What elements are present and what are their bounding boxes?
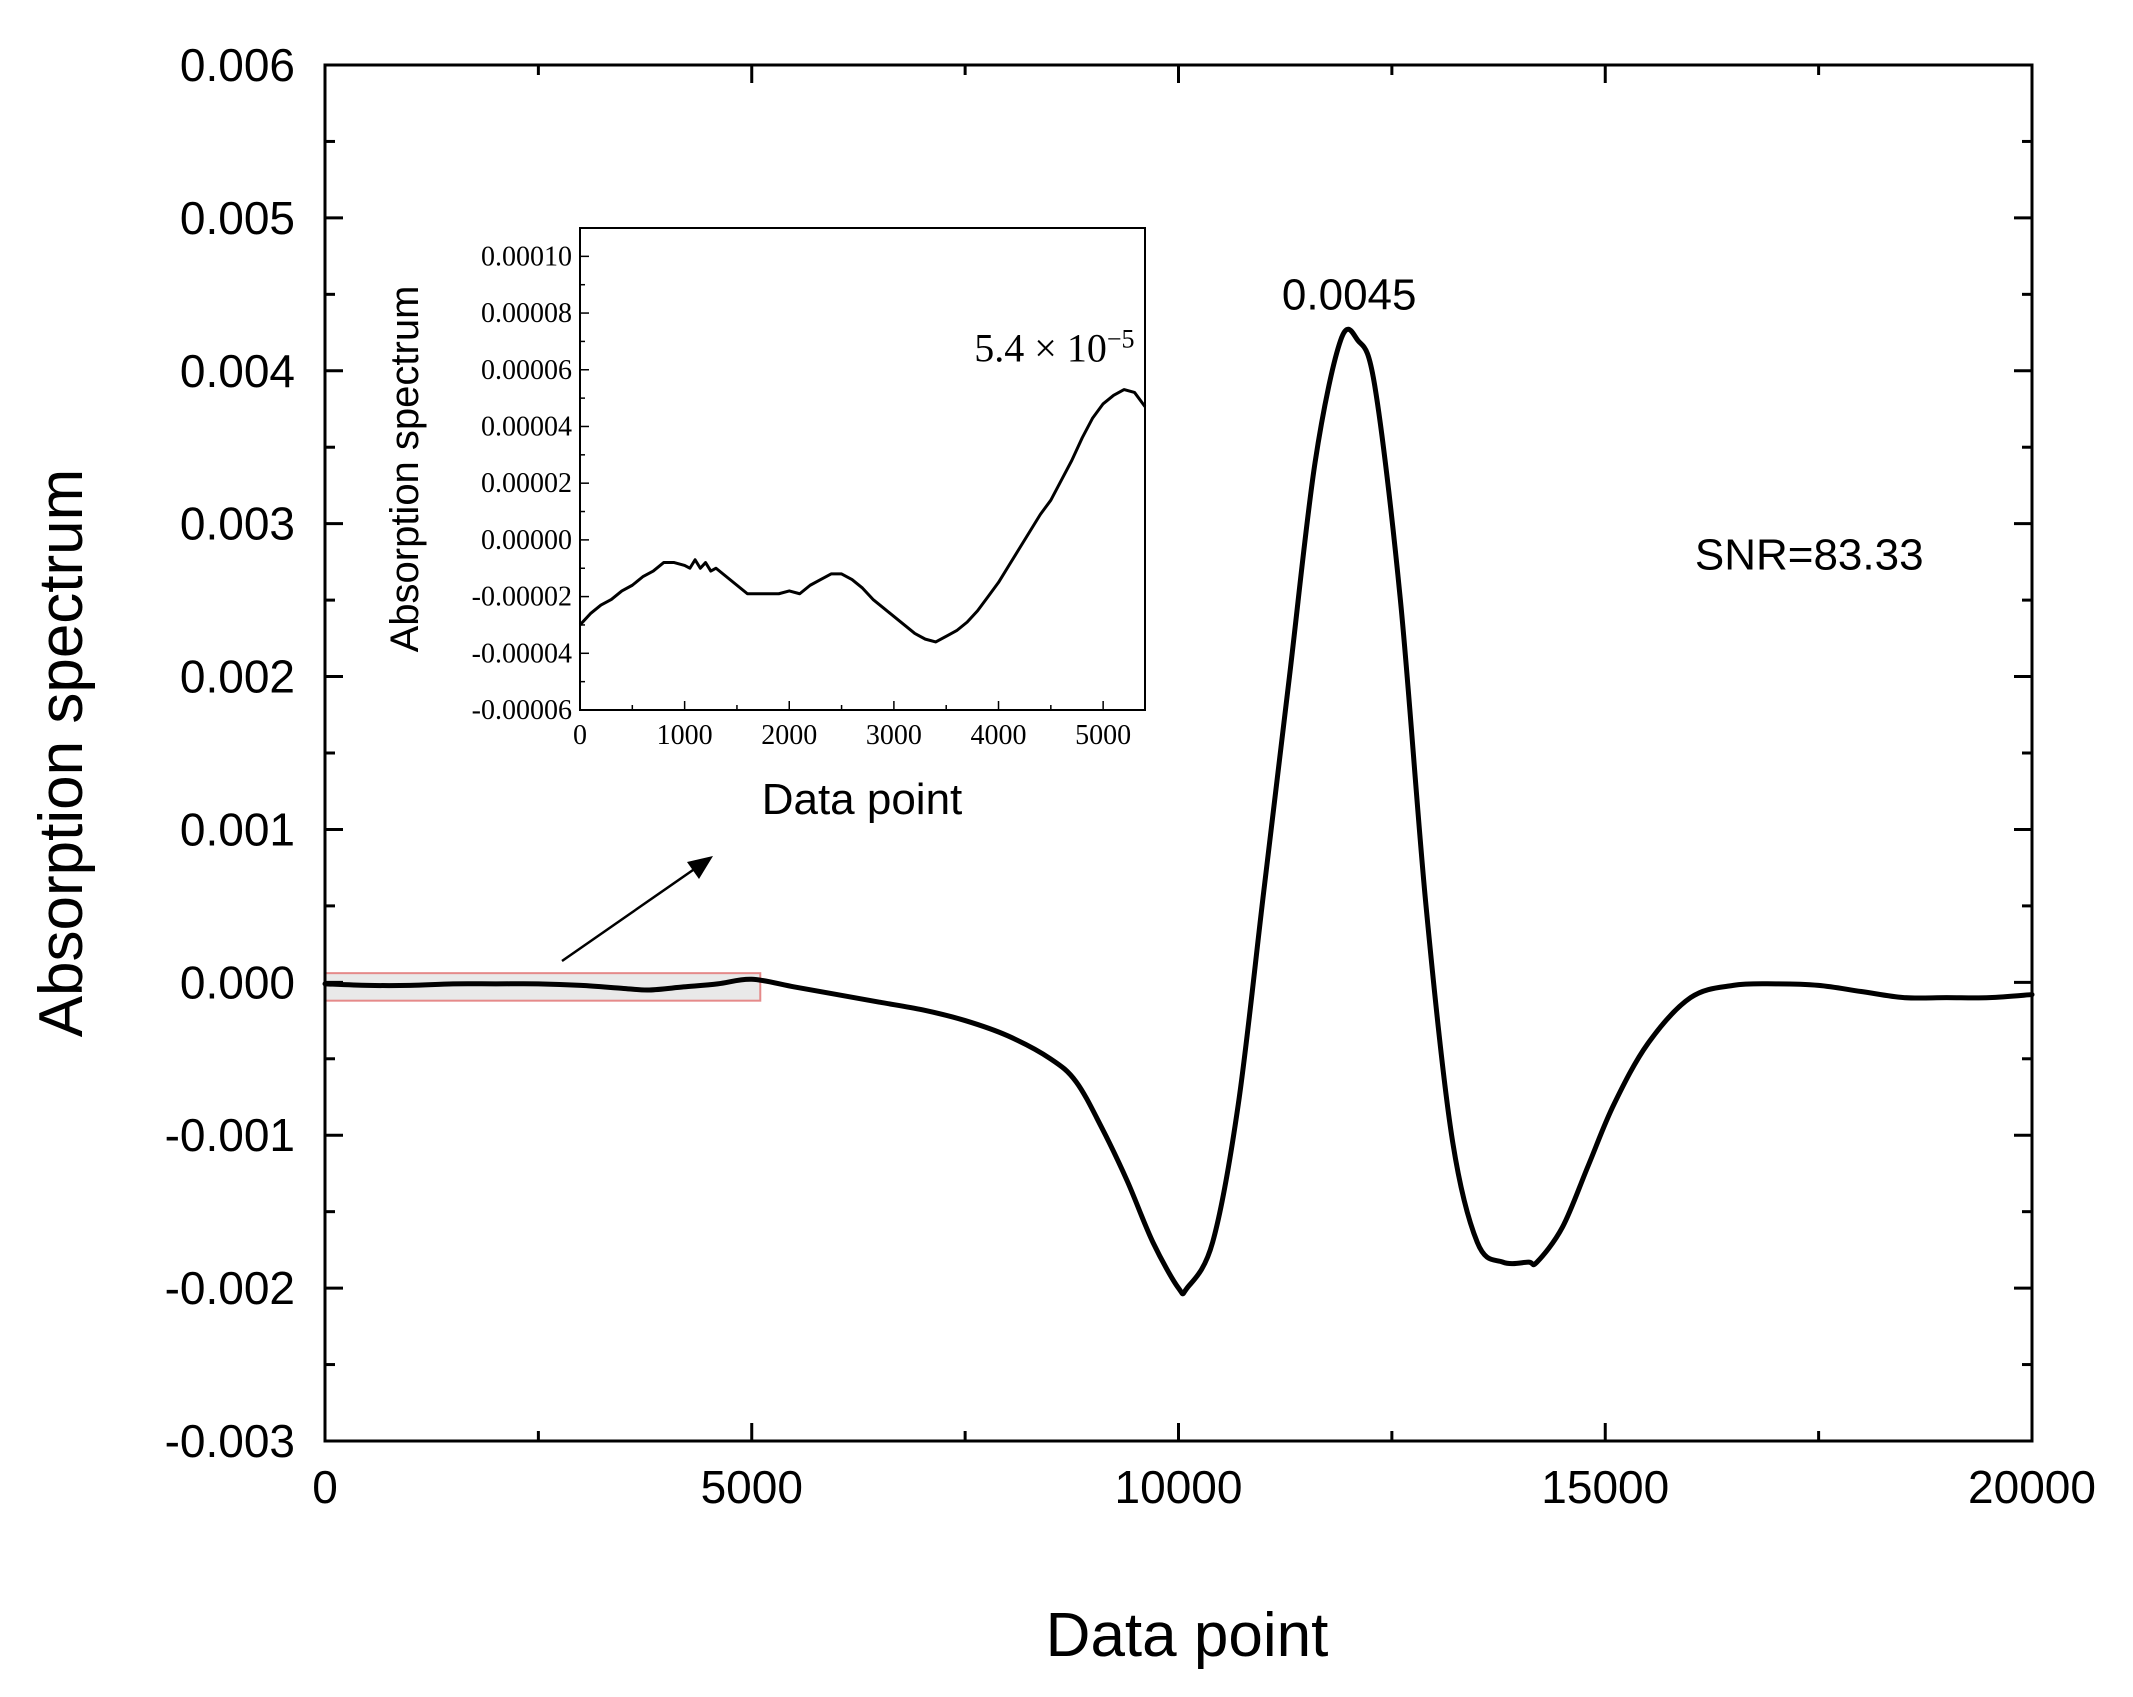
main-y-tick-label: 0.005 xyxy=(180,192,295,244)
inset-y-tick-label: 0.00010 xyxy=(481,241,572,272)
main-plot: 0 5000 10000 15000 20000-0.003-0.002-0.0010.… xyxy=(27,39,2096,1670)
main-y-tick-label: -0.001 xyxy=(165,1109,295,1161)
inset-series-line xyxy=(578,388,1147,644)
inset-y-axis-title: Absorption spectrum xyxy=(383,286,427,653)
main-x-tick-label: 0 xyxy=(312,1461,338,1513)
main-series-line xyxy=(322,326,2035,1297)
snr-annotation: SNR=83.33 xyxy=(1695,531,1924,580)
main-y-tick-label: 0.002 xyxy=(180,651,295,703)
zoom-arrow-shaft xyxy=(561,868,694,963)
inset-x-tick-label: 2000 xyxy=(761,720,817,751)
inset-background xyxy=(580,228,1145,710)
main-x-tick-label: 20000 xyxy=(1968,1461,2096,1513)
inset-y-tick-label: 0.00008 xyxy=(481,298,572,329)
main-x-axis-title: Data point xyxy=(1046,1601,1329,1670)
main-y-tick-label: -0.003 xyxy=(165,1415,295,1467)
inset-plot: 0 1000 2000 3000 4000 5000 -0.00006 -0.00004 -0.… xyxy=(383,227,1147,824)
main-y-tick-label: 0.004 xyxy=(180,345,295,397)
inset-x-tick-label: 4000 xyxy=(971,720,1027,751)
inset-plot-frame xyxy=(579,227,1146,711)
main-y-tick-label: 0.006 xyxy=(180,39,295,91)
inset-peak-annotation: 5.4 × 10−5 xyxy=(974,324,1134,370)
inset-tick-labels: 0 1000 2000 3000 4000 5000 -0.00006 -0.00004 -0.… xyxy=(472,241,1131,751)
main-y-tick-label: 0.001 xyxy=(180,803,295,855)
peak-value-annotation: 0.0045 xyxy=(1282,271,1417,320)
main-tick-labels: 0 5000 10000 15000 20000-0.003-0.002-0.0010.… xyxy=(165,39,2096,1513)
inset-x-axis-title: Data point xyxy=(762,775,963,824)
zoom-arrow xyxy=(561,856,713,963)
inset-y-tick-label: 0.00002 xyxy=(481,468,572,499)
main-plot-frame xyxy=(323,63,2034,1443)
main-y-tick-label: -0.002 xyxy=(165,1262,295,1314)
main-x-tick-label: 5000 xyxy=(701,1461,803,1513)
zoom-arrow-head xyxy=(687,856,713,879)
inset-y-tick-label: -0.00004 xyxy=(472,638,572,669)
inset-y-tick-label: 0.00000 xyxy=(481,525,572,556)
inset-y-tick-label: -0.00002 xyxy=(472,582,572,613)
main-y-tick-label: 0.000 xyxy=(180,956,295,1008)
inset-y-tick-label: -0.00006 xyxy=(472,695,572,726)
inset-annotation-base: 5.4 × 10 xyxy=(974,325,1107,370)
inset-annotation-exponent: −5 xyxy=(1107,324,1135,353)
inset-y-tick-label: 0.00004 xyxy=(481,411,572,442)
main-y-tick-label: 0.003 xyxy=(180,498,295,550)
main-x-tick-label: 10000 xyxy=(1115,1461,1243,1513)
inset-x-tick-label: 5000 xyxy=(1075,720,1131,751)
inset-x-tick-label: 0 xyxy=(573,720,587,751)
inset-y-tick-label: 0.00006 xyxy=(481,355,572,386)
inset-x-tick-label: 1000 xyxy=(657,720,713,751)
inset-x-tick-label: 3000 xyxy=(866,720,922,751)
main-y-axis-title: Absorption spectrum xyxy=(27,469,96,1038)
main-x-tick-label: 15000 xyxy=(1541,1461,1669,1513)
